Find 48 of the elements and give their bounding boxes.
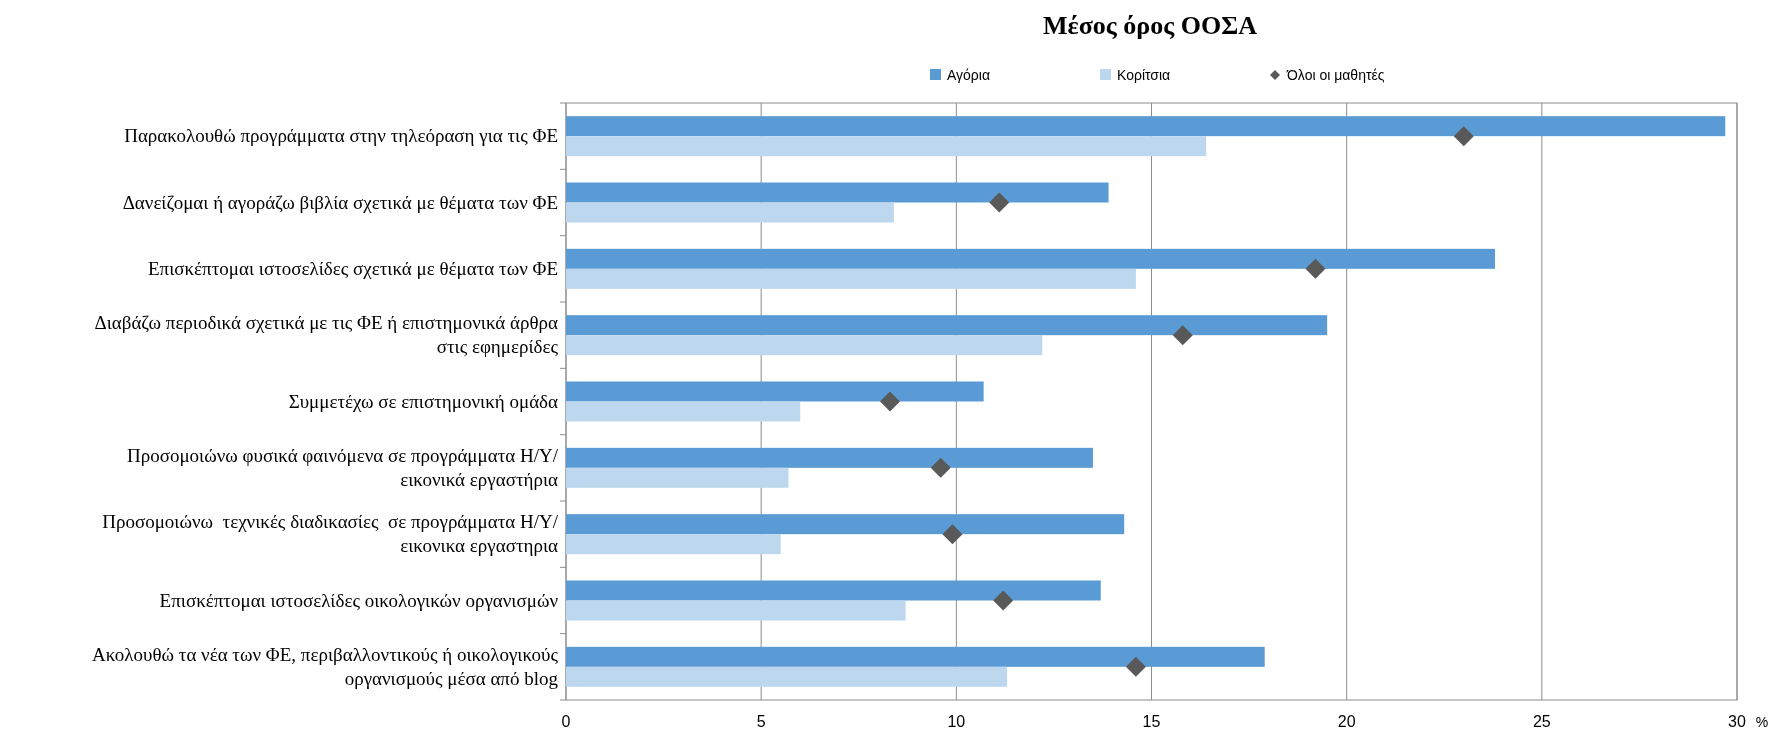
- x-tick-label: 5: [756, 713, 766, 730]
- legend-label: Αγόρια: [947, 67, 991, 83]
- y-tick-label: Παρακολουθώ προγράμματα στην τηλεόραση για τις ΦΕ: [124, 125, 558, 147]
- bar: [566, 646, 1265, 667]
- point: [930, 457, 951, 478]
- bar: [566, 248, 1495, 269]
- y-tick-label: Διαβάζω περιοδικά σχετικά με τις ΦΕ ή επιστημονικά άρθρα στις εφημερίδες: [94, 312, 559, 358]
- y-tick-label: Προσομοιώνω τεχνικές διαδικασίες σε προγράμματα Η/Υ/ εικονικα εργαστηρια: [102, 511, 559, 557]
- bar: [566, 268, 1136, 289]
- bar: [566, 401, 801, 422]
- bar: [566, 534, 781, 555]
- x-axis-title: %: [1755, 714, 1769, 730]
- bar: [566, 315, 1328, 336]
- point: [1453, 126, 1474, 147]
- chart-title: Μέσος όρος ΟΟΣΑ: [1043, 11, 1258, 40]
- x-tick-label: 20: [1337, 713, 1356, 730]
- x-tick-label: 0: [561, 713, 571, 730]
- x-tick-label: 25: [1532, 713, 1551, 730]
- point: [1172, 325, 1193, 346]
- bar: [566, 467, 789, 488]
- point: [1305, 258, 1326, 279]
- bar: [566, 600, 906, 621]
- bar: [566, 514, 1125, 535]
- bar: [566, 182, 1109, 203]
- bar: [566, 381, 984, 402]
- y-tick-label: Προσομοιώνω φυσικά φαινόμενα σε προγράμματα Η/Υ/ εικονικά εργαστήρια: [126, 444, 559, 490]
- bar: [566, 666, 1008, 687]
- point: [1125, 656, 1146, 677]
- y-tick-label: Δανείζομαι ή αγοράζω βιβλία σχετικά με θέματα των ΦΕ: [122, 191, 558, 213]
- legend-label: Κορίτσια: [1117, 67, 1171, 83]
- bar: [566, 136, 1207, 157]
- bar: [566, 202, 894, 223]
- point: [879, 391, 900, 412]
- y-tick-label: Ακολουθώ τα νέα των ΦΕ, περιβαλλοντικούς ή οικολογικούς οργανισμούς μέσα από blog: [91, 643, 559, 689]
- x-tick-label: 30: [1728, 713, 1746, 730]
- bar: [566, 580, 1101, 601]
- bar: [566, 447, 1093, 468]
- point: [989, 192, 1010, 213]
- y-tick-label: Επισκέπτομαι ιστοσελίδες σχετικά με θέματα των ΦΕ: [147, 257, 558, 279]
- bar: [566, 116, 1726, 137]
- point: [942, 524, 963, 545]
- legend-label: Όλοι οι μαθητές: [1286, 67, 1385, 83]
- x-tick-label: 15: [1142, 713, 1161, 730]
- y-tick-label: Συμμετέχω σε επιστημονική ομάδα: [288, 390, 559, 412]
- x-tick-label: 10: [947, 713, 966, 730]
- y-tick-label: Επισκέπτομαι ιστοσελίδες οικολογικών οργανισμών: [159, 589, 559, 611]
- bar: [566, 335, 1043, 356]
- point: [993, 590, 1014, 611]
